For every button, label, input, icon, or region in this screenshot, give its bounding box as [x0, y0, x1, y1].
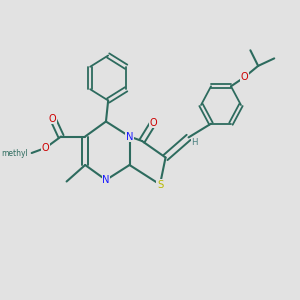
- Text: O: O: [149, 118, 157, 128]
- Text: O: O: [241, 72, 248, 82]
- Text: methyl: methyl: [1, 148, 28, 158]
- Text: H: H: [191, 138, 198, 147]
- Text: O: O: [49, 113, 56, 124]
- Text: N: N: [102, 175, 110, 185]
- Text: S: S: [157, 179, 163, 190]
- Text: N: N: [126, 131, 133, 142]
- Text: O: O: [42, 143, 49, 153]
